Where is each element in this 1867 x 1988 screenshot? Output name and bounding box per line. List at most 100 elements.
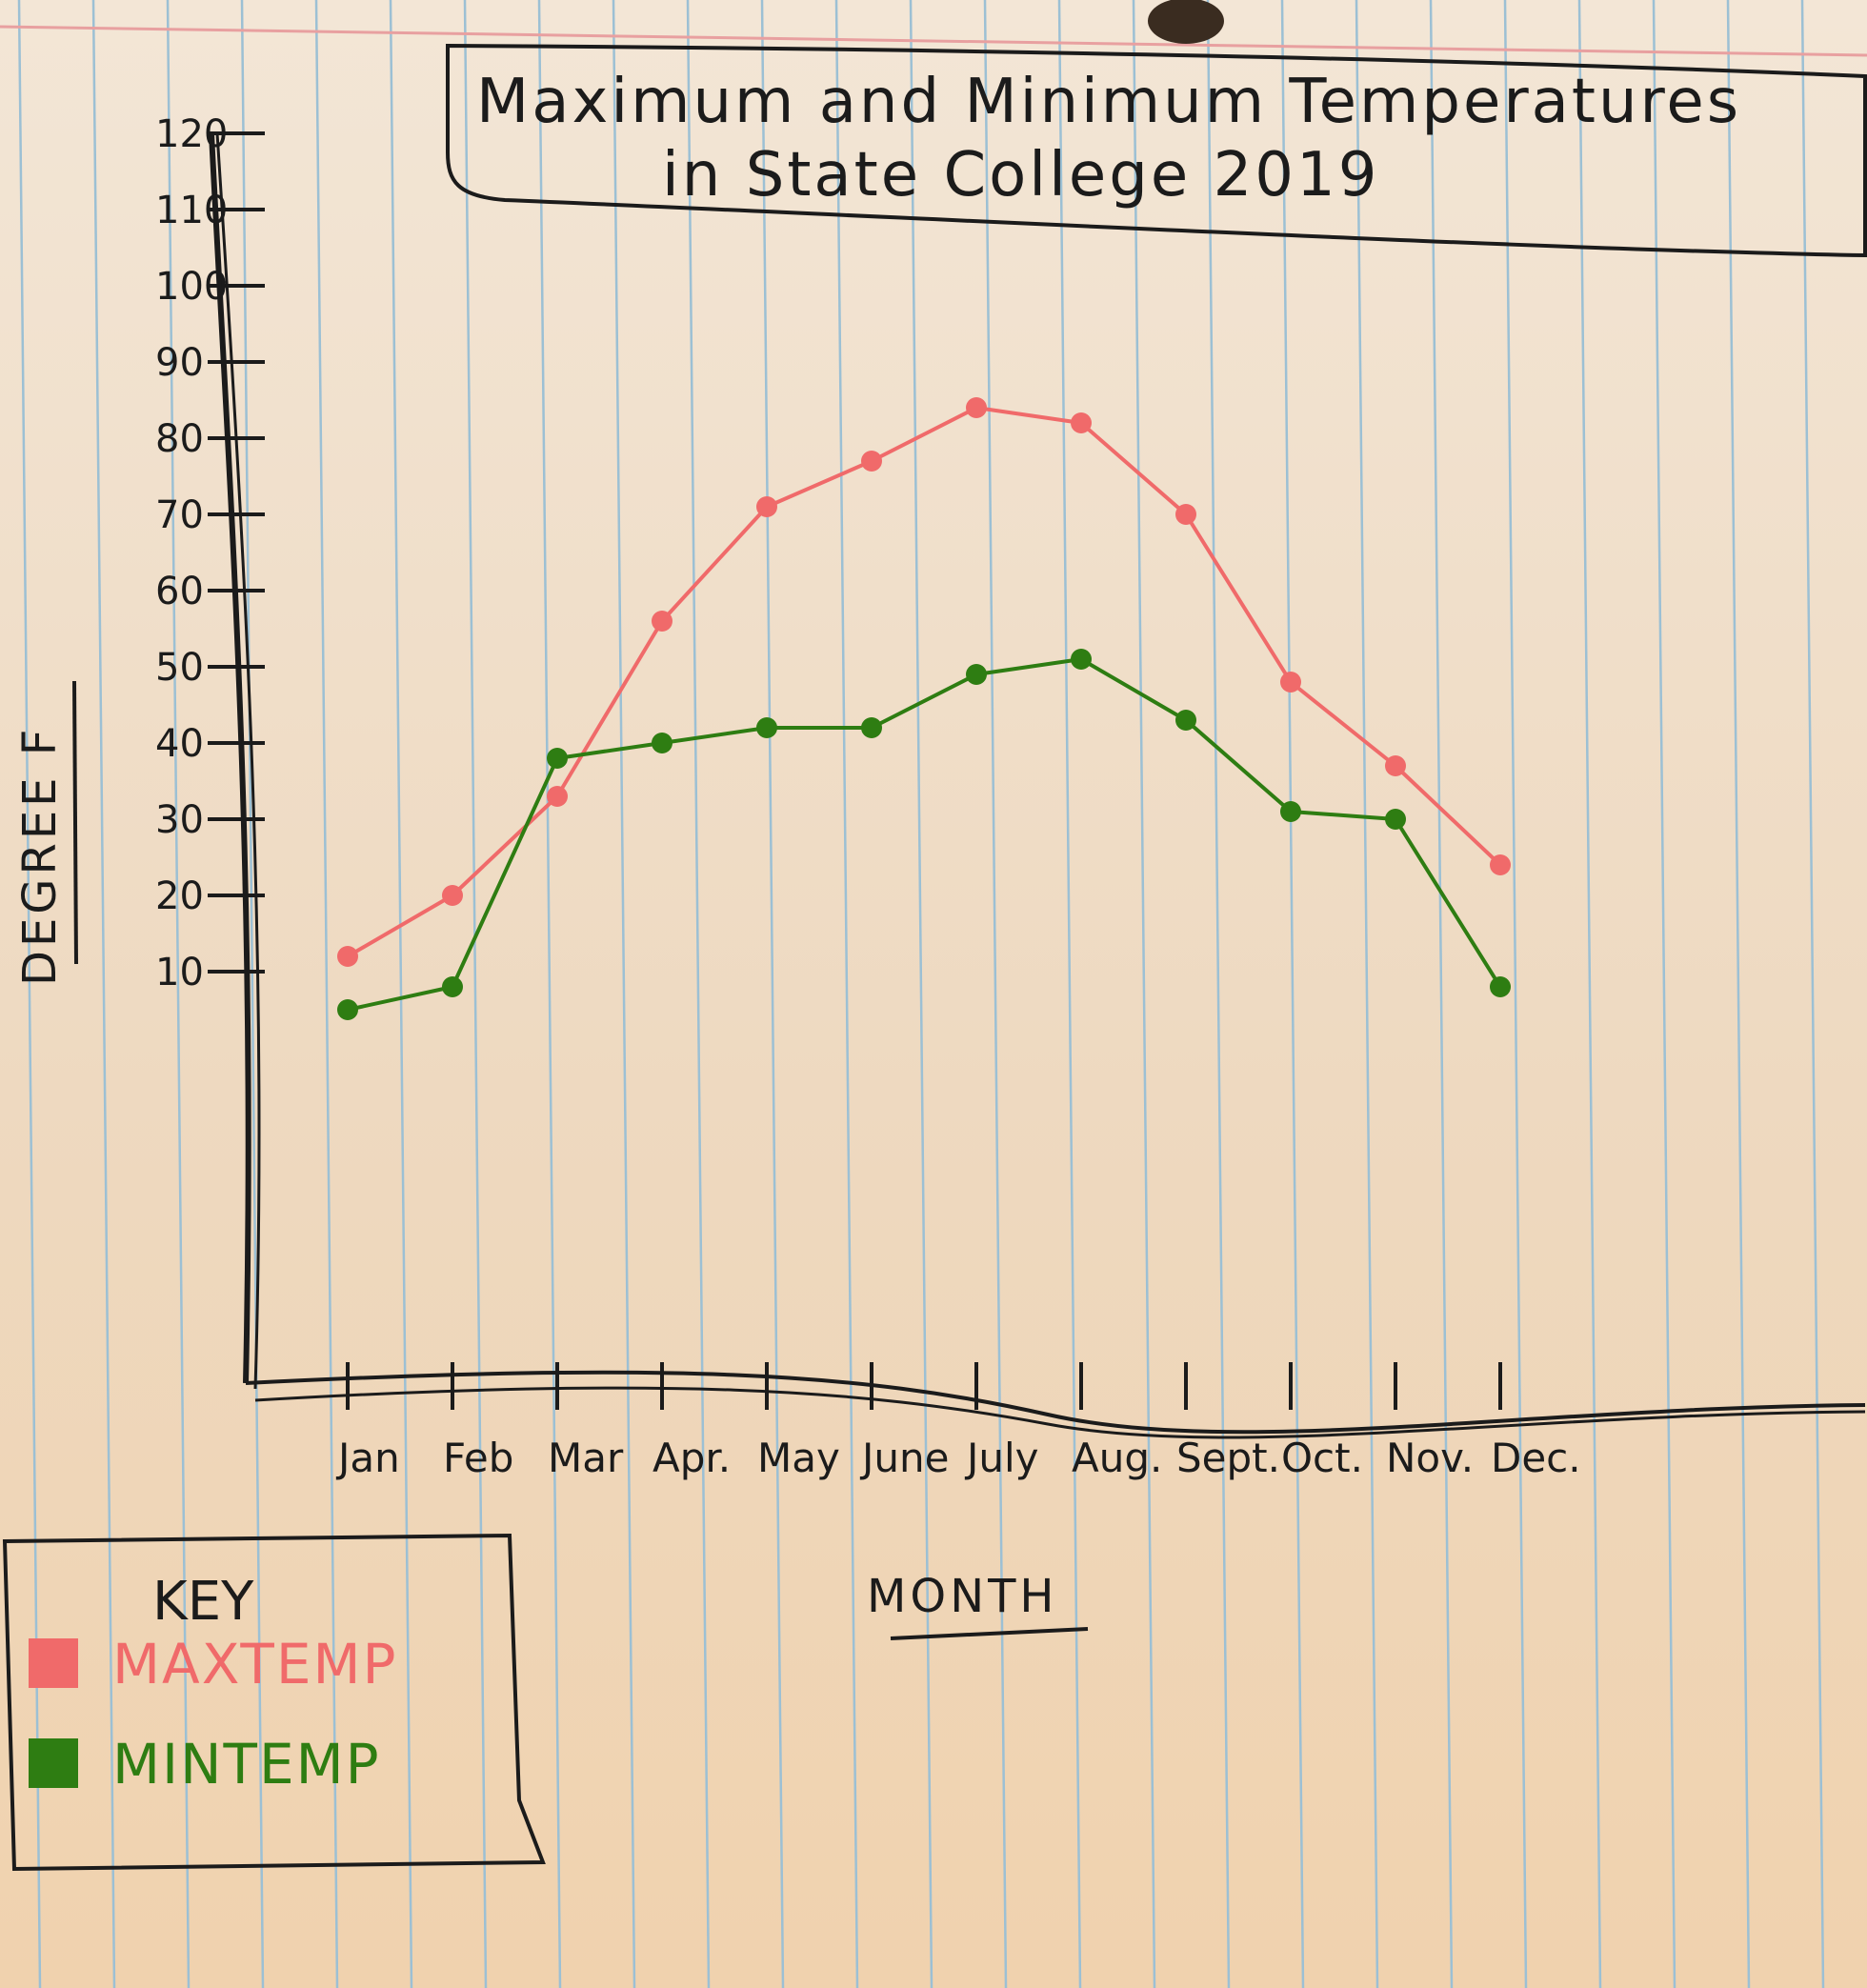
paper-rule-line bbox=[612, 0, 636, 1988]
maxtemp-series-line bbox=[346, 406, 1502, 958]
paper-rule-line bbox=[1429, 0, 1454, 1988]
y-tick-label: 120 bbox=[155, 112, 228, 156]
y-axis-ticks: 10 20 30 40 50 60 70 80 90 100 110 120 bbox=[155, 112, 265, 994]
paper-rule-line bbox=[463, 0, 488, 1988]
paper-rule-lines bbox=[17, 0, 1825, 1988]
series-layer bbox=[337, 397, 1511, 1020]
paper-rule-line bbox=[1652, 0, 1676, 1988]
paper-rule-line bbox=[1132, 0, 1156, 1988]
y-tick-label: 40 bbox=[155, 722, 204, 766]
legend-swatch bbox=[29, 1738, 78, 1788]
mintemp-data-point bbox=[966, 664, 987, 685]
x-axis-ticks: Jan Feb Mar Apr. May June July Aug. Sept. Oct. Nov… bbox=[335, 1362, 1581, 1481]
mintemp-series-line bbox=[347, 657, 1502, 1012]
maxtemp-data-point bbox=[337, 946, 358, 967]
x-axis-title-underline bbox=[890, 1627, 1089, 1640]
x-axis-line-secondary bbox=[254, 1386, 1866, 1439]
maxtemp-data-point bbox=[1071, 412, 1092, 433]
x-tick-label: July bbox=[964, 1435, 1039, 1481]
x-axis-title: MONTH bbox=[867, 1570, 1058, 1623]
paper-top-margin-line bbox=[0, 25, 1867, 57]
y-tick-label: 100 bbox=[155, 265, 228, 309]
y-tick-label: 90 bbox=[155, 341, 204, 385]
maxtemp-data-point bbox=[442, 885, 463, 906]
mintemp-data-point bbox=[1280, 801, 1301, 822]
paper-rule-line bbox=[1503, 0, 1528, 1988]
x-tick-label: May bbox=[757, 1435, 840, 1481]
y-axis-title: DEGREE F bbox=[13, 726, 67, 986]
legend-title: KEY bbox=[152, 1571, 254, 1633]
binder-hole bbox=[1148, 0, 1224, 44]
y-tick-label: 50 bbox=[155, 646, 204, 690]
paper-rule-line bbox=[1577, 0, 1602, 1988]
legend-box bbox=[2, 1533, 546, 1872]
mintemp-data-point bbox=[861, 717, 882, 738]
mintemp-data-point bbox=[1071, 649, 1092, 670]
mintemp-data-point bbox=[547, 748, 568, 769]
mintemp-data-point bbox=[1175, 710, 1196, 731]
maxtemp-data-point bbox=[756, 496, 777, 517]
chart-axes bbox=[209, 132, 1866, 1439]
y-axis-line-secondary bbox=[215, 132, 261, 1390]
paper-rule-line bbox=[17, 0, 42, 1988]
maxtemp-data-point bbox=[1490, 854, 1511, 875]
mintemp-data-point bbox=[442, 976, 463, 997]
y-tick-label: 110 bbox=[155, 189, 228, 232]
paper-rule-line bbox=[1726, 0, 1751, 1988]
y-tick-label: 80 bbox=[155, 417, 204, 461]
mintemp-data-point bbox=[652, 733, 673, 753]
paper-rule-line bbox=[166, 0, 191, 1988]
x-tick-label: Dec. bbox=[1491, 1435, 1581, 1481]
y-tick-label: 20 bbox=[155, 874, 204, 918]
x-tick-label: Sept. bbox=[1176, 1435, 1280, 1481]
x-tick-label: Mar bbox=[548, 1435, 624, 1481]
paper-rule-line bbox=[537, 0, 562, 1988]
paper-rule-line bbox=[983, 0, 1008, 1988]
y-tick-label: 60 bbox=[155, 570, 204, 613]
maxtemp-data-point bbox=[861, 451, 882, 472]
paper-rule-line bbox=[314, 0, 339, 1988]
paper-rule-line bbox=[1355, 0, 1379, 1988]
x-tick-label: June bbox=[859, 1435, 949, 1481]
paper-rule-line bbox=[1057, 0, 1082, 1988]
paper-rule-line bbox=[240, 0, 265, 1988]
paper-rule-line bbox=[1800, 0, 1825, 1988]
mintemp-data-point bbox=[756, 717, 777, 738]
paper-rule-line bbox=[1206, 0, 1231, 1988]
y-axis-title-underline bbox=[72, 680, 78, 965]
mintemp-data-point bbox=[337, 999, 358, 1020]
x-tick-label: Oct. bbox=[1281, 1435, 1363, 1481]
legend-label: MINTEMP bbox=[112, 1732, 381, 1797]
paper-rule-line bbox=[834, 0, 859, 1988]
y-tick-label: 10 bbox=[155, 951, 204, 994]
x-axis-line bbox=[245, 1370, 1866, 1435]
maxtemp-data-point bbox=[1175, 504, 1196, 525]
maxtemp-data-point bbox=[1280, 672, 1301, 693]
y-tick-label: 70 bbox=[155, 493, 204, 537]
x-tick-label: Jan bbox=[335, 1435, 400, 1481]
chart-title-line-1: Maximum and Minimum Temperatures bbox=[476, 67, 1741, 137]
x-tick-label: Apr. bbox=[652, 1435, 731, 1481]
paper-rule-line bbox=[91, 0, 116, 1988]
maxtemp-data-point bbox=[652, 611, 673, 632]
legend-entries: MAXTEMP MINTEMP bbox=[29, 1632, 398, 1797]
paper-rule-line bbox=[909, 0, 934, 1988]
mintemp-data-point bbox=[1385, 809, 1406, 830]
maxtemp-data-point bbox=[966, 397, 987, 418]
mintemp-data-point bbox=[1490, 976, 1511, 997]
x-tick-label: Nov. bbox=[1386, 1435, 1474, 1481]
legend-swatch bbox=[29, 1638, 78, 1688]
paper-rule-line bbox=[389, 0, 413, 1988]
x-tick-label: Aug. bbox=[1072, 1435, 1162, 1481]
y-tick-label: 30 bbox=[155, 798, 204, 842]
maxtemp-data-point bbox=[547, 786, 568, 807]
paper-rule-line bbox=[686, 0, 711, 1988]
paper-rule-line bbox=[1280, 0, 1305, 1988]
x-tick-label: Feb bbox=[443, 1435, 513, 1481]
paper-rule-line bbox=[760, 0, 785, 1988]
legend-label: MAXTEMP bbox=[112, 1632, 398, 1697]
chart-title-line-2: in State College 2019 bbox=[662, 140, 1379, 211]
maxtemp-data-point bbox=[1385, 755, 1406, 776]
